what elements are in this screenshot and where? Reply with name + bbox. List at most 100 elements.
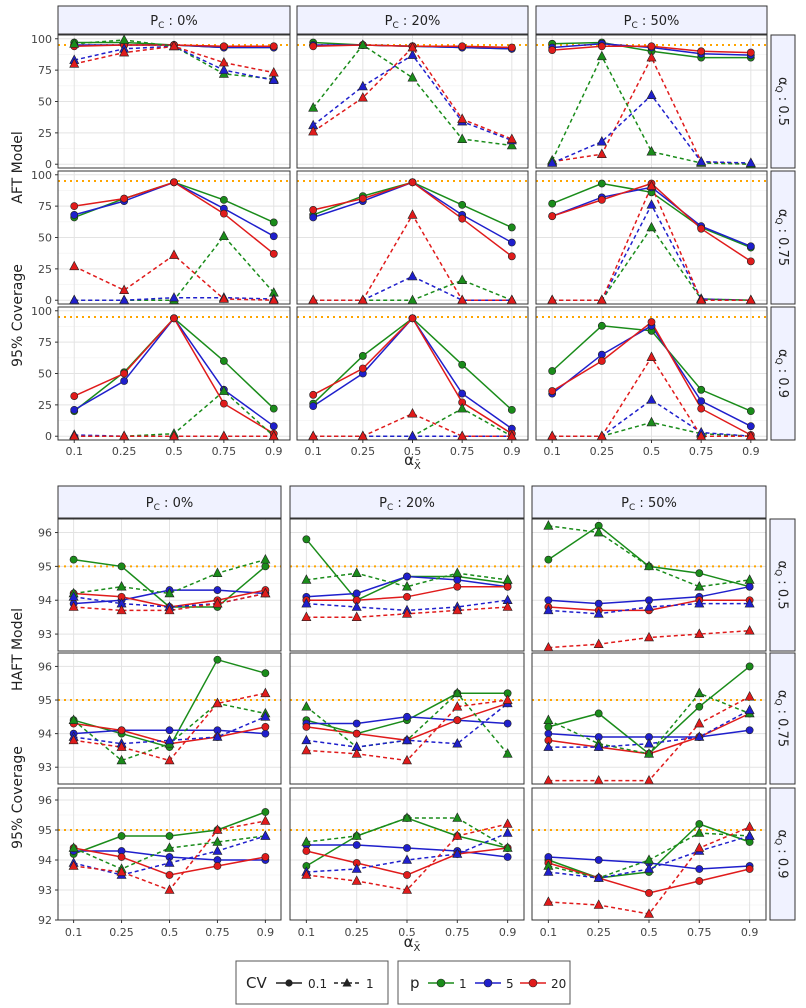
data-point-triangle: [268, 74, 279, 84]
data-point-triangle: [694, 717, 705, 728]
data-point-circle: [458, 360, 467, 369]
y-tick-label: 93: [38, 884, 52, 897]
data-point-triangle: [744, 625, 755, 635]
y-tick-label: 100: [31, 33, 52, 46]
y-tick-label: 50: [38, 96, 52, 109]
strip-sub: C: [158, 21, 164, 31]
data-point-triangle: [164, 842, 175, 852]
panel: [289, 787, 525, 921]
panel: [531, 787, 767, 921]
x-tick-label: 0.5: [165, 445, 183, 458]
data-point-triangle: [169, 40, 179, 51]
data-point-triangle: [402, 854, 412, 864]
data-point-circle: [269, 404, 278, 413]
y-tick-label: 95: [38, 560, 52, 573]
data-point-triangle: [308, 102, 319, 112]
x-axis-label-sub: X̄: [414, 941, 421, 954]
data-point-triangle: [68, 734, 79, 745]
panel: [535, 34, 768, 169]
strip-value: : 0.5: [775, 576, 790, 609]
data-point-circle: [745, 865, 754, 873]
data-point-triangle: [452, 701, 463, 711]
strip-sub: Q: [773, 698, 783, 705]
data-point-circle: [117, 562, 126, 571]
y-tick-label: 94: [38, 594, 52, 607]
data-point-triangle: [212, 597, 223, 608]
data-point-circle: [403, 712, 411, 721]
data-point-circle: [302, 847, 311, 855]
panel-border: [531, 652, 767, 785]
facet-strip-row: [769, 652, 796, 785]
strip-value: : 20%: [399, 14, 441, 29]
data-point-triangle: [212, 731, 223, 741]
data-point-circle: [544, 596, 553, 605]
data-point-circle: [120, 194, 129, 203]
data-point-triangle: [457, 402, 468, 413]
strip-main: P: [146, 496, 154, 511]
data-point-circle: [358, 194, 367, 203]
legend-p-marker: [436, 978, 446, 988]
x-tick-label: 0.25: [351, 445, 376, 458]
data-point-circle: [269, 249, 278, 258]
data-point-circle: [213, 586, 222, 594]
strip-main: α: [775, 830, 790, 839]
data-point-triangle: [351, 830, 362, 840]
strip-value: : 0.9: [775, 845, 790, 878]
x-tick-label: 0.25: [112, 445, 137, 458]
data-point-circle: [269, 422, 278, 431]
panel-border: [57, 170, 291, 305]
data-point-circle: [309, 402, 318, 411]
panel-border: [289, 652, 525, 785]
x-axis-label-main: α: [404, 451, 414, 469]
data-point-triangle: [646, 199, 657, 209]
data-point-triangle: [596, 50, 607, 61]
series-line-p1-cv1: [306, 572, 508, 588]
strip-sub: C: [387, 503, 393, 513]
data-point-triangle: [301, 701, 312, 711]
y-tick-label: 75: [38, 336, 52, 349]
data-point-triangle: [301, 611, 312, 621]
data-point-triangle: [402, 581, 412, 591]
data-point-triangle: [402, 884, 412, 894]
strip-sub: C: [154, 503, 160, 513]
data-point-circle: [165, 832, 174, 840]
data-point-circle: [69, 555, 78, 564]
data-point-circle: [408, 314, 417, 323]
panel-border: [289, 518, 525, 652]
data-point-triangle: [164, 587, 175, 598]
data-point-triangle: [212, 824, 223, 834]
data-point-circle: [302, 535, 311, 544]
data-point-triangle: [694, 687, 705, 698]
facet-strip-col-label: PC : 20%: [385, 14, 441, 31]
data-point-circle: [352, 729, 361, 738]
data-point-circle: [597, 195, 606, 204]
panel-border: [57, 34, 291, 169]
facet-strip-row: [770, 34, 796, 169]
strip-value: : 0.9: [775, 365, 790, 398]
data-point-triangle: [301, 597, 312, 608]
data-point-circle: [269, 218, 278, 227]
data-point-circle: [219, 357, 228, 365]
data-point-circle: [745, 582, 754, 591]
series-line-p1-cv1: [551, 54, 751, 165]
y-tick-label: 93: [38, 628, 52, 641]
strip-main: P: [624, 14, 632, 29]
panel: [57, 518, 282, 652]
data-point-triangle: [593, 608, 604, 618]
facet-strip-row: [770, 306, 796, 441]
data-point-circle: [544, 729, 553, 738]
facet-strip-col: [531, 485, 767, 519]
x-tick-label: 0.5: [404, 445, 422, 458]
data-point-circle: [309, 205, 318, 214]
data-point-triangle: [407, 41, 418, 52]
series-line-p1-cv1: [548, 525, 750, 588]
data-point-triangle: [694, 628, 705, 638]
data-point-triangle: [644, 631, 654, 642]
data-point-triangle: [164, 604, 175, 615]
x-tick-label: 0.75: [687, 926, 712, 939]
data-point-circle: [70, 202, 79, 211]
y-tick-label: 50: [38, 368, 52, 381]
data-point-triangle: [351, 611, 362, 621]
panel: [57, 787, 282, 921]
